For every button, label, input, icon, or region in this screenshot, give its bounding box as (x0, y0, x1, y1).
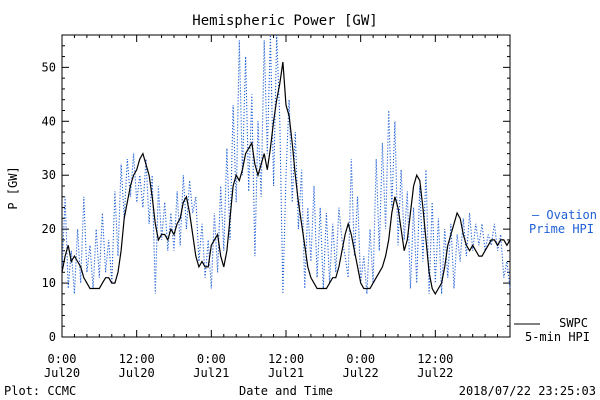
y-tick-label: 40 (42, 114, 56, 128)
y-tick-label: 30 (42, 168, 56, 182)
x-tick-label-time: 12:00 (119, 352, 155, 366)
x-tick-label-date: Jul21 (268, 366, 304, 380)
x-tick-label-date: Jul20 (44, 366, 80, 380)
x-tick-label-date: Jul22 (343, 366, 379, 380)
y-tick-label: 20 (42, 222, 56, 236)
x-tick-label-time: 0:00 (48, 352, 77, 366)
y-tick-label: 50 (42, 60, 56, 74)
series-line-ovation (61, 34, 511, 294)
x-tick-label-time: 12:00 (417, 352, 453, 366)
plot-credit: Plot: CCMC (4, 384, 76, 398)
x-tick-label-time: 12:00 (268, 352, 304, 366)
chart-title: Hemispheric Power [GW] (192, 13, 377, 29)
x-tick-label-time: 0:00 (346, 352, 375, 366)
y-axis-label: P [GW] (6, 166, 20, 209)
x-tick-label-date: Jul20 (119, 366, 155, 380)
legend-ovation-line2: Prime HPI (529, 222, 594, 236)
legend-swpc-line2: 5-min HPI (525, 330, 590, 344)
series-line-swpc (61, 61, 511, 296)
timestamp: 2018/07/22 23:25:03 (459, 384, 596, 398)
y-tick-label: 10 (42, 276, 56, 290)
legend-ovation-line1: — Ovation (532, 208, 597, 222)
x-axis-label: Date and Time (239, 384, 333, 398)
x-tick-label-time: 0:00 (197, 352, 226, 366)
x-tick-label-date: Jul22 (417, 366, 453, 380)
series-group (61, 34, 511, 296)
axis-ticks: 010203040500:00Jul2012:00Jul200:00Jul211… (42, 35, 511, 380)
y-tick-label: 0 (49, 330, 56, 344)
legend-swpc-line1: SWPC (559, 316, 588, 330)
x-tick-label-date: Jul21 (193, 366, 229, 380)
